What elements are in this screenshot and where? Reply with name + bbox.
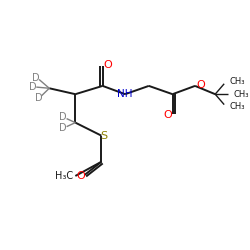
- Text: O: O: [104, 60, 112, 70]
- Text: D: D: [32, 72, 40, 83]
- Text: O: O: [196, 80, 205, 90]
- Text: H₃C: H₃C: [55, 171, 73, 181]
- Text: D: D: [35, 93, 42, 103]
- Text: CH₃: CH₃: [230, 77, 245, 86]
- Text: NH: NH: [117, 89, 133, 99]
- Text: S: S: [100, 131, 107, 141]
- Text: CH₃: CH₃: [234, 90, 249, 99]
- Text: O: O: [163, 110, 172, 120]
- Text: D: D: [29, 82, 36, 92]
- Text: O: O: [76, 171, 85, 181]
- Text: D: D: [58, 112, 66, 122]
- Text: D: D: [58, 123, 66, 133]
- Text: CH₃: CH₃: [230, 102, 245, 111]
